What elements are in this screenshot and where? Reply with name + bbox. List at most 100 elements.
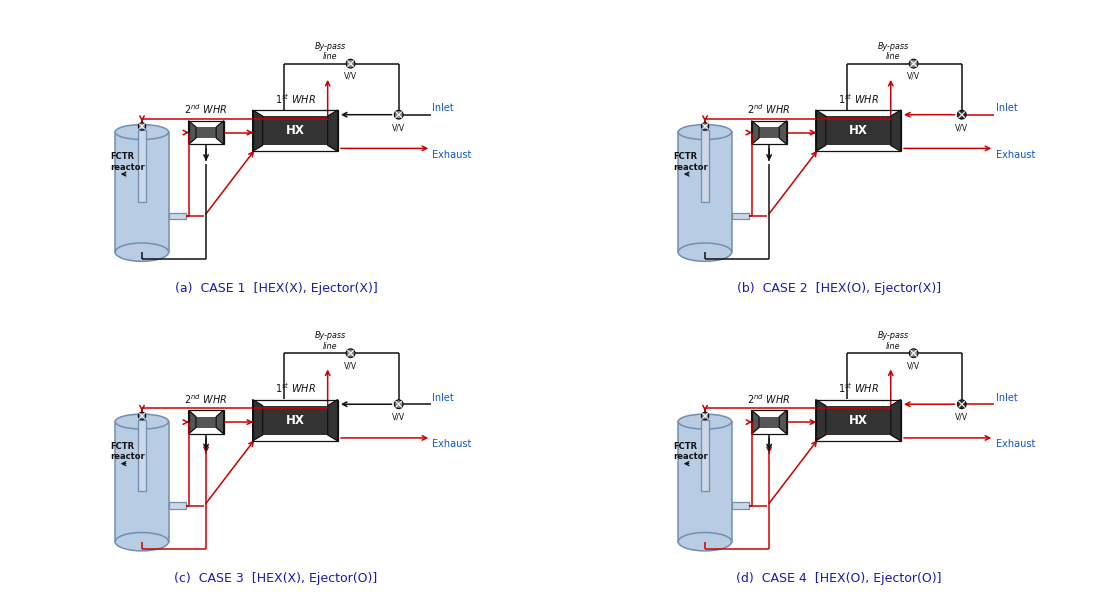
Text: HX: HX (849, 414, 867, 427)
Bar (826, 116, 891, 146)
Text: V/V: V/V (956, 413, 968, 421)
Bar (196, 417, 216, 427)
Text: By-pass
line: By-pass line (878, 42, 909, 61)
Text: By-pass
line: By-pass line (314, 42, 346, 61)
Text: (d)  CASE 4  [HEX(O), Ejector(O)]: (d) CASE 4 [HEX(O), Ejector(O)] (736, 572, 942, 585)
Text: Inlet: Inlet (433, 103, 454, 113)
Bar (253, 399, 338, 441)
Text: By-pass
line: By-pass line (314, 331, 346, 350)
Polygon shape (891, 399, 901, 441)
Bar (816, 110, 901, 152)
Text: $2^{nd}$ $WHR$: $2^{nd}$ $WHR$ (184, 392, 227, 406)
Circle shape (701, 123, 709, 130)
Bar (752, 410, 787, 434)
Polygon shape (328, 110, 338, 152)
Text: V/V: V/V (392, 123, 405, 132)
Polygon shape (216, 410, 224, 434)
Text: V/V: V/V (345, 362, 357, 371)
Bar (752, 121, 787, 144)
Polygon shape (752, 410, 759, 434)
Bar (188, 121, 224, 144)
Text: $1^{st}$ $WHR$: $1^{st}$ $WHR$ (274, 381, 316, 395)
Polygon shape (891, 110, 901, 152)
Circle shape (347, 59, 355, 68)
Text: V/V: V/V (956, 123, 968, 132)
Text: Inlet: Inlet (996, 393, 1017, 403)
Circle shape (910, 59, 918, 68)
Polygon shape (328, 399, 338, 441)
Circle shape (395, 110, 403, 119)
Text: Inlet: Inlet (996, 103, 1017, 113)
Bar (701, 130, 709, 202)
Circle shape (958, 110, 966, 119)
Polygon shape (752, 121, 759, 144)
Text: Inlet: Inlet (433, 393, 454, 403)
Text: V/V: V/V (392, 413, 405, 421)
Text: (b)  CASE 2  [HEX(O), Ejector(X)]: (b) CASE 2 [HEX(O), Ejector(X)] (737, 282, 941, 296)
Circle shape (701, 413, 709, 420)
Bar (816, 399, 901, 441)
Bar (263, 405, 328, 435)
Circle shape (395, 400, 403, 408)
Bar (759, 417, 779, 427)
Polygon shape (216, 121, 224, 144)
Text: Exhaust: Exhaust (996, 150, 1035, 160)
Polygon shape (816, 110, 826, 152)
Text: V/V: V/V (908, 362, 920, 371)
Bar (731, 213, 749, 219)
Ellipse shape (678, 125, 731, 140)
Polygon shape (779, 121, 787, 144)
Bar (138, 420, 146, 491)
Text: $2^{nd}$ $WHR$: $2^{nd}$ $WHR$ (747, 103, 791, 116)
Bar (188, 410, 224, 434)
Text: Exhaust: Exhaust (433, 439, 472, 450)
Polygon shape (188, 121, 196, 144)
Text: $1^{st}$ $WHR$: $1^{st}$ $WHR$ (837, 92, 879, 106)
Bar (263, 116, 328, 146)
Circle shape (138, 123, 146, 130)
Circle shape (910, 349, 918, 358)
Ellipse shape (115, 414, 168, 429)
Text: V/V: V/V (345, 72, 357, 81)
Polygon shape (253, 110, 263, 152)
Text: V/V: V/V (908, 72, 920, 81)
Bar (168, 213, 186, 219)
Bar (168, 502, 186, 509)
Bar (115, 421, 168, 541)
Text: $2^{nd}$ $WHR$: $2^{nd}$ $WHR$ (747, 392, 791, 406)
Text: FCTR
reactor: FCTR reactor (110, 152, 145, 172)
Bar (701, 420, 709, 491)
Ellipse shape (678, 243, 731, 261)
Text: Exhaust: Exhaust (433, 150, 472, 160)
Text: $1^{st}$ $WHR$: $1^{st}$ $WHR$ (837, 381, 879, 395)
Text: FCTR
reactor: FCTR reactor (110, 442, 145, 461)
Text: HX: HX (285, 414, 304, 427)
Text: $2^{nd}$ $WHR$: $2^{nd}$ $WHR$ (184, 103, 227, 116)
Bar (759, 127, 779, 138)
Text: By-pass
line: By-pass line (878, 331, 909, 350)
Ellipse shape (115, 533, 168, 551)
Text: HX: HX (849, 124, 867, 137)
Text: (c)  CASE 3  [HEX(X), Ejector(O)]: (c) CASE 3 [HEX(X), Ejector(O)] (174, 572, 378, 585)
Ellipse shape (115, 243, 168, 261)
Polygon shape (253, 399, 263, 441)
Bar (678, 132, 731, 252)
Text: $1^{st}$ $WHR$: $1^{st}$ $WHR$ (274, 92, 316, 106)
Bar (115, 132, 168, 252)
Circle shape (958, 400, 966, 408)
Bar (196, 127, 216, 138)
Bar (253, 110, 338, 152)
Ellipse shape (115, 125, 168, 140)
Text: Exhaust: Exhaust (996, 439, 1035, 450)
Text: (a)  CASE 1  [HEX(X), Ejector(X)]: (a) CASE 1 [HEX(X), Ejector(X)] (175, 282, 377, 296)
Ellipse shape (678, 533, 731, 551)
Polygon shape (779, 410, 787, 434)
Bar (138, 130, 146, 202)
Circle shape (347, 349, 355, 358)
Bar (678, 421, 731, 541)
Ellipse shape (678, 414, 731, 429)
Text: HX: HX (285, 124, 304, 137)
Circle shape (138, 413, 146, 420)
Bar (826, 405, 891, 435)
Bar (731, 502, 749, 509)
